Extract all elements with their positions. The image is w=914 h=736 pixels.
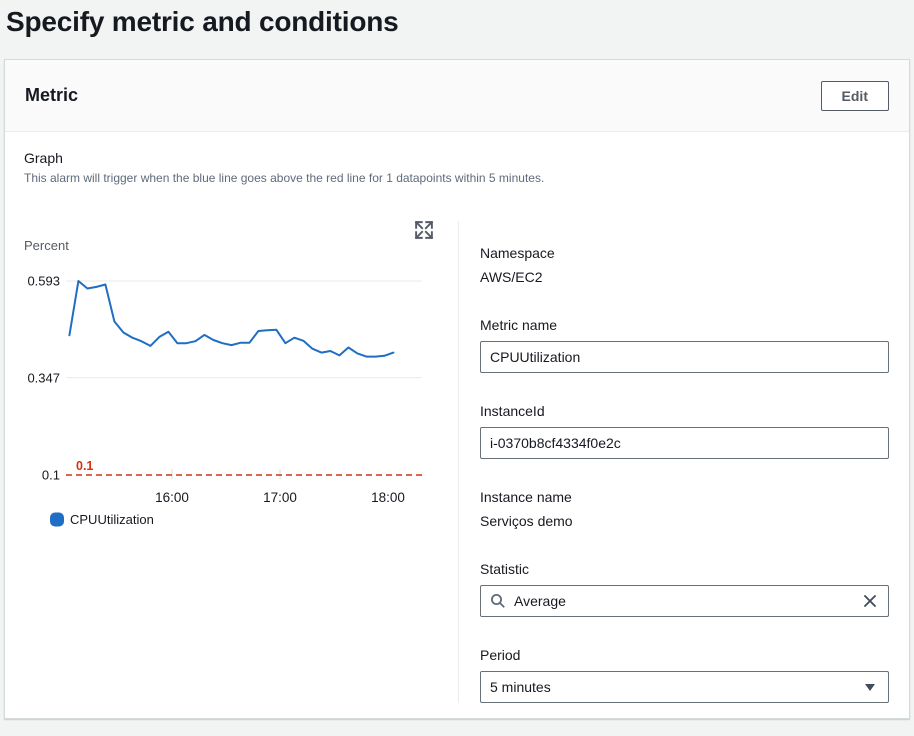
- period-label: Period: [480, 647, 521, 663]
- legend-label: CPUUtilization: [70, 512, 154, 527]
- instance-id-label: InstanceId: [480, 403, 545, 419]
- y-tick-label: 0.1: [42, 468, 60, 483]
- metric-name-group: Metric name: [480, 315, 889, 373]
- statistic-input[interactable]: [514, 593, 854, 609]
- statistic-label: Statistic: [480, 561, 530, 577]
- legend-swatch: [50, 512, 64, 527]
- edit-button[interactable]: Edit: [820, 80, 889, 111]
- metric-name-input[interactable]: [480, 341, 889, 373]
- content-row: Percent 0.593 0.347 0.1 0.1 16:00 17:00 18:00 C…: [24, 220, 889, 703]
- metric-chart-svg: 0.593 0.347 0.1 0.1 16:00 17:00 18:00 CPUUtiliz…: [27, 274, 424, 527]
- series-line: [68, 280, 395, 358]
- metric-card-body: Graph This alarm will trigger when the b…: [5, 132, 909, 719]
- x-tick-label: 18:00: [371, 490, 405, 505]
- instance-id-group: InstanceId: [480, 401, 889, 459]
- y-tick-label: 0.347: [27, 370, 60, 385]
- graph-section-heading: Graph: [24, 150, 63, 166]
- x-tick-label: 17:00: [263, 490, 297, 505]
- y-axis-unit-label: Percent: [24, 238, 69, 253]
- graph-column: Percent 0.593 0.347 0.1 0.1 16:00 17:00 18:00 C…: [24, 220, 458, 703]
- namespace-value: AWS/EC2: [480, 269, 543, 285]
- period-group: Period 5 minutes: [480, 645, 889, 703]
- metric-card-title: Metric: [25, 85, 79, 105]
- statistic-clear-button[interactable]: [862, 593, 878, 609]
- graph-section-description: This alarm will trigger when the blue li…: [24, 171, 545, 185]
- period-select[interactable]: 5 minutes: [480, 671, 889, 703]
- clear-x-icon: [864, 595, 876, 607]
- instance-name-value: Serviços demo: [480, 513, 573, 529]
- chevron-down-icon: [865, 684, 875, 691]
- instance-id-input[interactable]: [480, 427, 889, 459]
- metric-chart: Percent 0.593 0.347 0.1 0.1 16:00 17:00 18:00 C…: [24, 220, 445, 533]
- namespace-group: Namespace AWS/EC2: [480, 243, 889, 287]
- statistic-group: Statistic: [480, 559, 889, 617]
- instance-name-label: Instance name: [480, 489, 572, 505]
- metric-details-column: Namespace AWS/EC2 Metric name InstanceId…: [458, 221, 889, 703]
- expand-graph-button[interactable]: [414, 220, 434, 241]
- period-selected-value: 5 minutes: [490, 679, 551, 695]
- metric-card-header: Metric Edit: [5, 60, 909, 132]
- statistic-search-box[interactable]: [480, 585, 889, 617]
- search-icon: [491, 594, 505, 608]
- y-tick-label: 0.593: [27, 274, 60, 289]
- metric-name-label: Metric name: [480, 317, 558, 333]
- threshold-label: 0.1: [76, 459, 93, 473]
- namespace-label: Namespace: [480, 245, 555, 261]
- instance-name-group: Instance name Serviços demo: [480, 487, 889, 531]
- expand-arrows-icon: [414, 220, 434, 240]
- metric-card: Metric Edit Graph This alarm will trigge…: [4, 59, 910, 719]
- x-tick-label: 16:00: [155, 490, 189, 505]
- page-title: Specify metric and conditions: [6, 6, 399, 37]
